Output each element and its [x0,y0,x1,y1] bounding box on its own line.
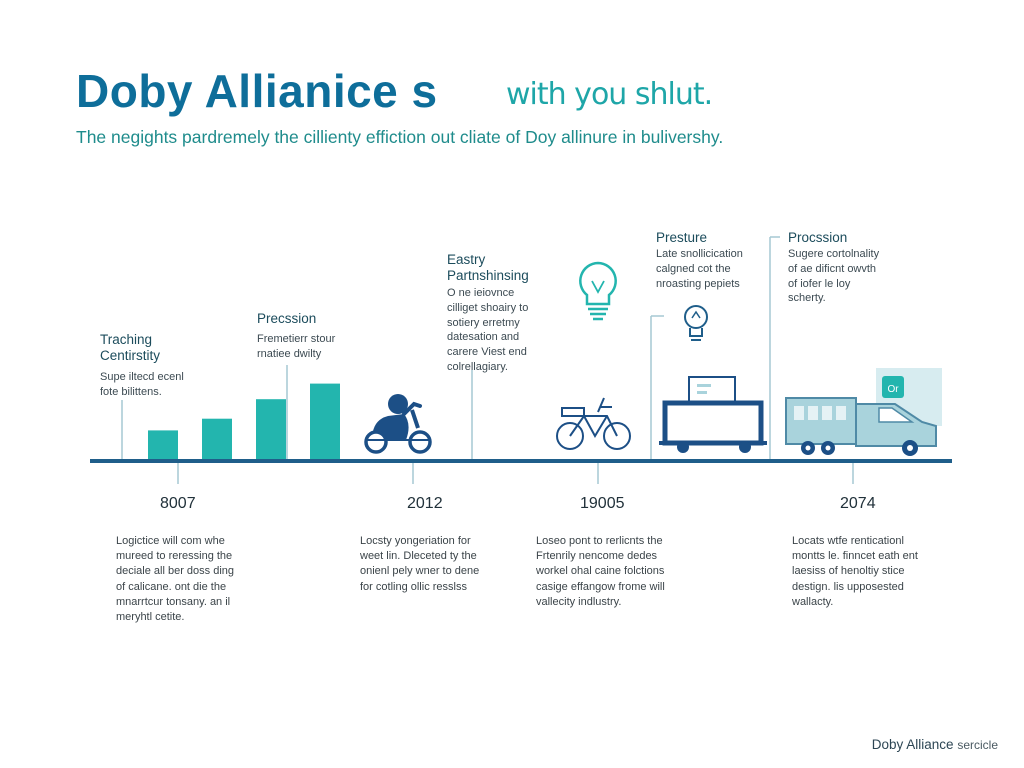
footer-brand-name: Doby Alliance [871,737,954,752]
connector-lines [121,236,854,484]
truck-sign-text: Or [887,384,899,395]
timeline-axis [90,459,952,463]
milestone-desc-2: Fremetierr stour rnatiee dwilty [257,332,336,360]
milestone-title-3: Eastry Partnshinsing [447,252,529,283]
milestone-desc-4: Late snollicication calgned cot the nroa… [656,247,743,290]
year-label-3: 19005 [580,495,625,512]
year-desc-1: Logictice will com whe mureed to reressi… [116,535,235,623]
bar-4 [310,383,340,459]
year-label-2: 2012 [407,495,443,512]
milestone-desc-3: O ne ieiovnce cilliget shoairy to sotier… [447,286,529,374]
year-desc-2: Locsty yongeriation for weet lin. Dlecet… [360,535,480,593]
footer-brand: Doby Alliance sercicle [872,737,998,752]
delivery-truck-icon: Or [785,368,942,456]
milestone-label-3: Eastry Partnshinsing O ne ieiovnce cilli… [447,252,529,375]
footer-brand-suffix: sercicle [957,738,998,752]
milestone-title-1: Traching Centirstity [100,332,161,363]
bar-2 [202,418,232,459]
lightbulb-icon [579,261,617,321]
bicycle-icon [556,397,631,450]
year-desc-4: Locats wtfe renticationl montts le. finn… [792,535,918,608]
milestone-desc-5: Sugere cortolnality of ae dificnt owvth … [788,247,880,305]
trailer-icon [659,376,767,453]
milestone-title-5: Procssion [788,230,848,245]
page-subtitle: The negights pardremely the cillienty ef… [76,127,724,147]
page-title: Doby Allianice s [76,65,438,117]
milestone-label-5: Procssion Sugere cortolnality of ae difi… [788,230,879,306]
milestone-label-2: Precssion Fremetierr stour rnatiee dwilt… [257,311,335,362]
lightbulb-small-icon [684,305,708,341]
scooter-icon [364,394,432,454]
milestone-label-1: Traching Centirstity Supe iltecd ecenl f… [100,332,184,400]
bar-1 [148,430,178,459]
bar-3 [256,399,286,459]
year-label-4: 2074 [840,495,876,512]
year-desc-3: Loseo pont to rerlicnts the Frtenrily ne… [536,535,665,608]
page-title-tail: with you shlut. [506,77,713,112]
milestone-title-4: Presture [656,230,708,245]
milestone-desc-1: Supe iltecd ecenl fote bilittens. [100,370,184,398]
milestone-label-4: Presture Late snollicication calgned cot… [656,230,743,291]
year-label-1: 8007 [160,495,196,512]
milestone-title-2: Precssion [257,311,317,326]
bar-group [148,383,340,459]
